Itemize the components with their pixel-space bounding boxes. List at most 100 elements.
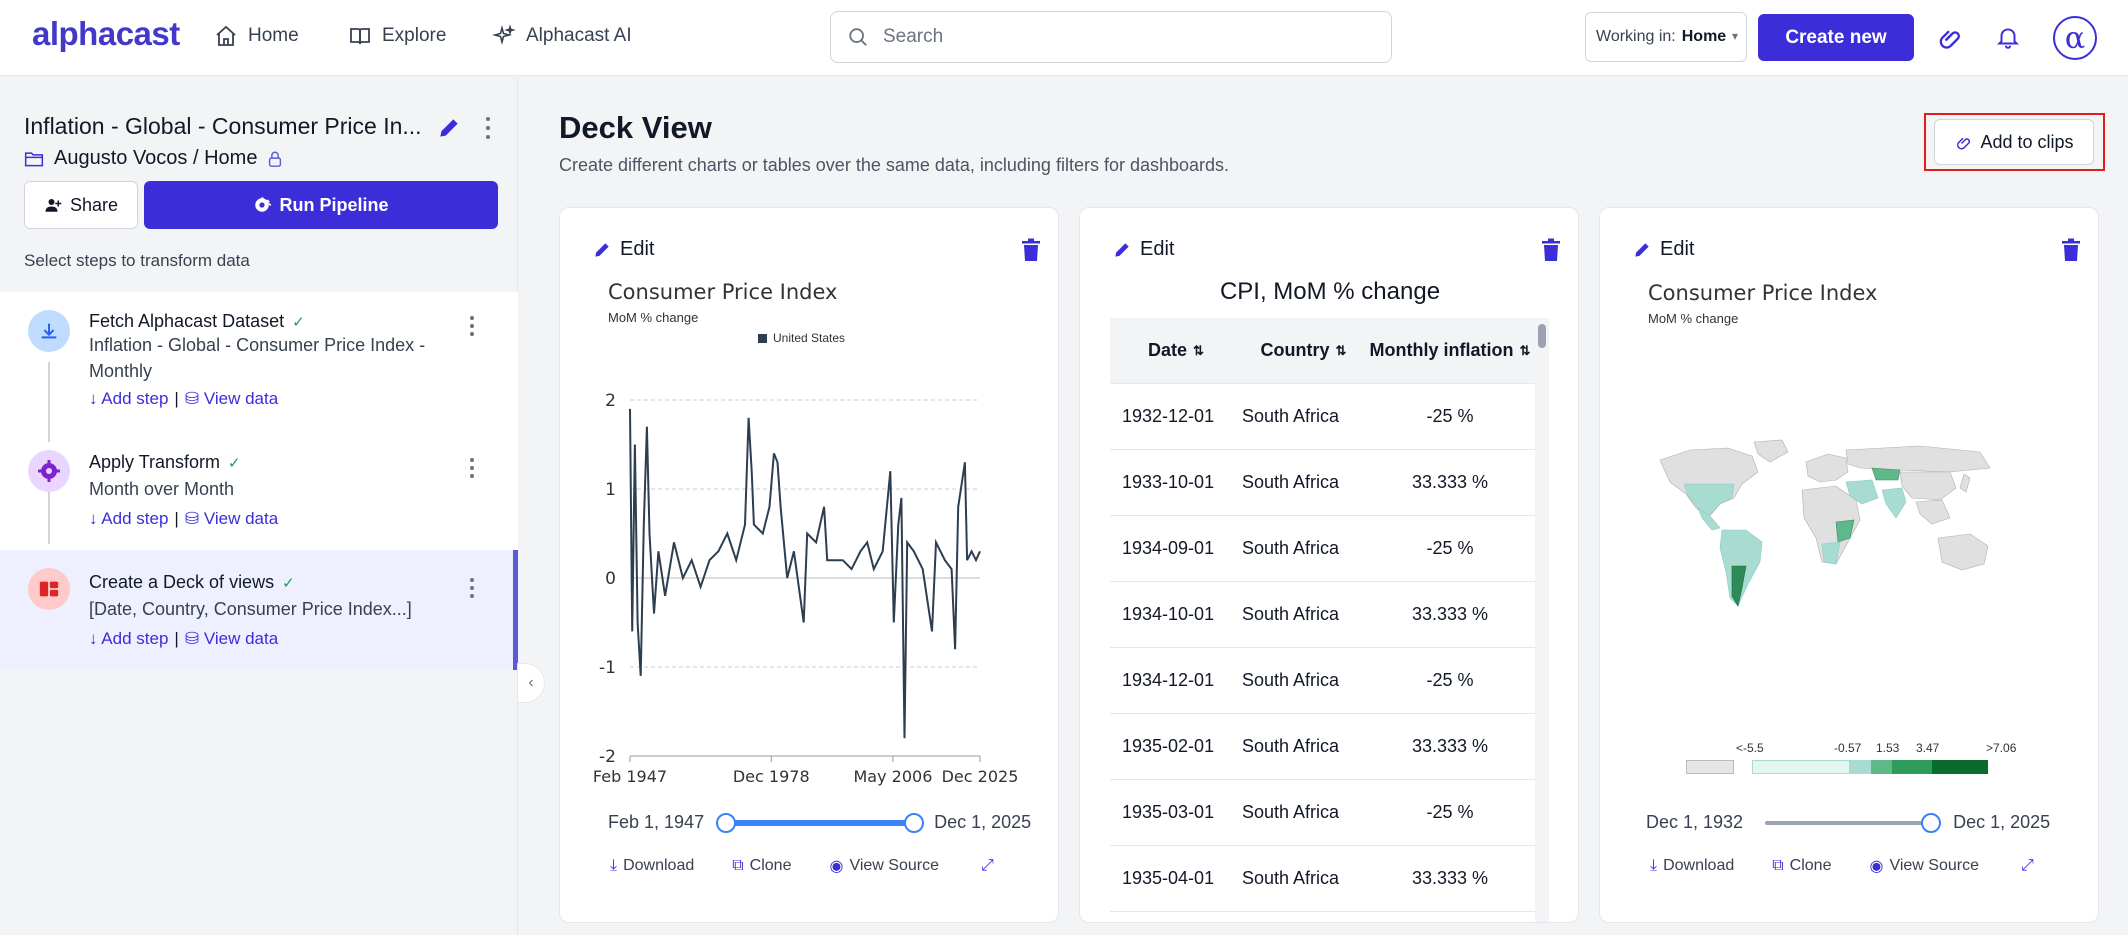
fullscreen-button[interactable]: ⤢ — [2021, 857, 2034, 875]
scale-swatch — [1871, 760, 1892, 774]
table-row[interactable]: 1933-10-01 South Africa 33.333 % — [1110, 450, 1535, 516]
range-track[interactable] — [716, 812, 925, 833]
scrollbar-thumb[interactable] — [1538, 324, 1546, 348]
map-region-europe[interactable] — [1805, 453, 1849, 483]
delete-button[interactable] — [1020, 238, 1044, 264]
expand-icon: ⤢ — [2020, 857, 2034, 874]
view-data-link[interactable]: ⛁ View data — [185, 389, 278, 409]
table-cell: 1934-09-01 — [1122, 538, 1215, 558]
table-scrollbar[interactable] — [1535, 318, 1549, 922]
map-region-east-africa[interactable] — [1835, 519, 1855, 543]
column-monthly-inflation[interactable]: Monthly inflation ⇅ — [1365, 340, 1535, 361]
table-cell: South Africa — [1242, 868, 1340, 888]
pencil-icon — [1635, 242, 1649, 257]
table-row[interactable]: 1935-03-01 South Africa -25 % — [1110, 780, 1535, 846]
step-links: ↓ Add step | ⛁ View data — [89, 629, 278, 649]
map-region-australia[interactable] — [1937, 533, 1989, 571]
map-color-scale — [1686, 760, 1988, 774]
nav-home[interactable]: Home — [214, 24, 299, 48]
map-region-china[interactable] — [1899, 471, 1957, 501]
workspace-select[interactable]: Working in: Home ▾ — [1585, 12, 1747, 62]
world-map[interactable] — [1650, 438, 2010, 608]
column-country[interactable]: Country ⇅ — [1230, 340, 1365, 361]
view-data-link[interactable]: ⛁ View data — [185, 509, 278, 529]
range-track[interactable] — [1765, 812, 1942, 833]
map-region-north-america[interactable] — [1659, 447, 1759, 519]
table-row[interactable]: 1935-04-01 South Africa 33.333 % — [1110, 846, 1535, 912]
map-region-kazakhstan[interactable] — [1871, 467, 1901, 481]
add-step-link[interactable]: ↓ Add step — [89, 629, 169, 648]
map-region-russia[interactable] — [1845, 445, 1991, 473]
search-box[interactable] — [830, 11, 1392, 63]
search-input[interactable] — [883, 26, 1363, 48]
table-row[interactable]: 1934-10-01 South Africa 33.333 % — [1110, 582, 1535, 648]
pipeline-sidebar: Inflation - Global - Consumer Price In..… — [0, 77, 518, 935]
download-button[interactable]: ⤓ Download — [610, 857, 694, 875]
map-region-middle-east[interactable] — [1845, 479, 1879, 505]
map-region-africa[interactable] — [1801, 485, 1861, 565]
delete-button[interactable] — [1540, 238, 1564, 264]
series-line-united-states[interactable] — [629, 408, 981, 739]
view-source-label: View Source — [1889, 857, 1979, 874]
table-row[interactable]: 1935-02-01 South Africa 33.333 % — [1110, 714, 1535, 780]
map-region-greenland[interactable] — [1753, 439, 1789, 463]
breadcrumb[interactable]: Augusto Vocos / Home — [24, 147, 283, 170]
column-date[interactable]: Date ⇅ — [1110, 340, 1230, 361]
dot — [470, 316, 474, 320]
map-region-mexico[interactable] — [1697, 507, 1721, 531]
step-more-button[interactable] — [464, 314, 480, 338]
step-more-button[interactable] — [464, 576, 480, 600]
edit-title-button[interactable] — [436, 115, 462, 141]
table-row[interactable]: 1934-09-01 South Africa -25 % — [1110, 516, 1535, 582]
view-source-button[interactable]: ◉ View Source — [829, 856, 939, 876]
add-to-clips-label: Add to clips — [1980, 131, 2074, 152]
delete-button[interactable] — [2060, 238, 2084, 264]
clips-link-button[interactable] — [1934, 22, 1964, 52]
step-more-button[interactable] — [464, 456, 480, 480]
nav-alphacast-ai[interactable]: Alphacast AI — [492, 24, 632, 48]
add-to-clips-button[interactable]: Add to clips — [1934, 119, 2094, 165]
separator: | — [174, 629, 179, 648]
table-row[interactable]: 1932-12-01 South Africa -25 % — [1110, 384, 1535, 450]
avatar[interactable]: α — [2053, 16, 2097, 60]
clone-button[interactable]: ⧉ Clone — [732, 857, 791, 875]
notifications-button[interactable] — [1993, 22, 2023, 52]
map-region-india[interactable] — [1881, 487, 1907, 519]
add-step-link[interactable]: ↓ Add step — [89, 509, 169, 528]
range-end: Dec 1, 2025 — [934, 812, 1032, 832]
map-region-southeast-asia[interactable] — [1915, 499, 1951, 525]
table-row[interactable]: 1934-12-01 South Africa -25 % — [1110, 648, 1535, 714]
map-region-south-africa[interactable] — [1821, 541, 1841, 565]
pipeline-more-button[interactable] — [480, 115, 496, 141]
map-region-usa[interactable] — [1683, 483, 1735, 517]
clone-button[interactable]: ⧉ Clone — [1772, 857, 1831, 875]
view-source-button[interactable]: ◉ View Source — [1869, 856, 1979, 876]
range-handle[interactable] — [1921, 812, 1942, 833]
nav-explore[interactable]: Explore — [348, 24, 446, 48]
create-new-button[interactable]: Create new — [1758, 14, 1914, 61]
copy-icon: ⧉ — [1772, 857, 1784, 874]
chart-legend[interactable]: United States — [758, 331, 845, 345]
app-logo[interactable]: alphacast — [32, 15, 180, 52]
range-start-handle[interactable] — [716, 812, 737, 833]
fullscreen-button[interactable]: ⤢ — [981, 857, 994, 875]
step-apply-transform[interactable]: Apply Transform ✓ Month over Month ↓ Add … — [0, 430, 518, 550]
download-button[interactable]: ⤓ Download — [1650, 857, 1734, 875]
view-source-label: View Source — [849, 857, 939, 874]
edit-button[interactable]: Edit — [592, 238, 654, 261]
paperclip-icon — [1957, 137, 1971, 150]
step-fetch-dataset[interactable]: Fetch Alphacast Dataset ✓ Inflation - Glo… — [0, 292, 518, 430]
map-region-japan[interactable] — [1959, 473, 1971, 493]
run-pipeline-button[interactable]: Run Pipeline — [144, 181, 498, 229]
collapse-sidebar-button[interactable]: ‹ — [517, 663, 545, 703]
view-data-link[interactable]: ⛁ View data — [185, 629, 278, 649]
edit-button[interactable]: Edit — [1112, 238, 1174, 261]
add-step-link[interactable]: ↓ Add step — [89, 389, 169, 408]
share-button[interactable]: Share — [24, 181, 138, 229]
map-region-argentina[interactable] — [1731, 565, 1747, 607]
edit-button[interactable]: Edit — [1632, 238, 1694, 261]
step-create-deck[interactable]: Create a Deck of views ✓ [Date, Country, … — [0, 550, 518, 670]
y-tick-label: 1 — [605, 480, 616, 500]
range-end-handle[interactable] — [904, 812, 925, 833]
